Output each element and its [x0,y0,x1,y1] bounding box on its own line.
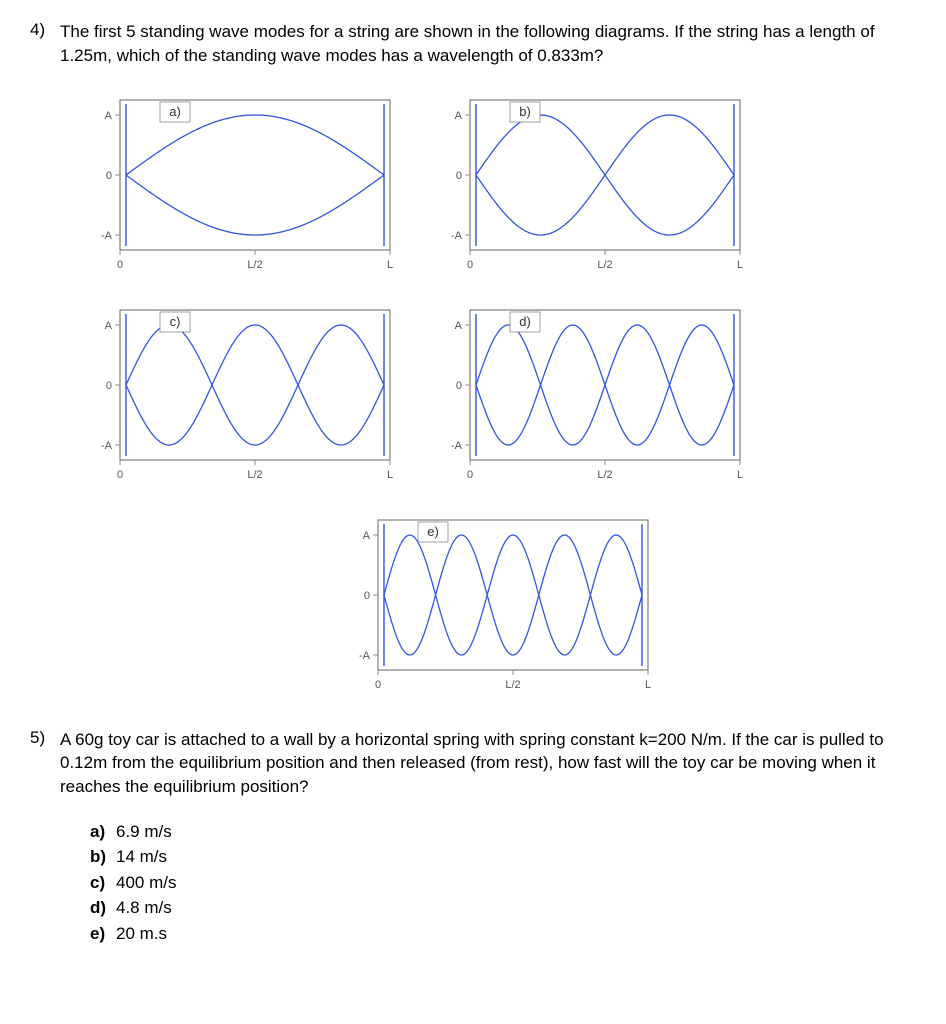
q5-options: a)6.9 m/sb)14 m/sc)400 m/sd)4.8 m/se)20 … [90,819,916,947]
svg-text:0: 0 [456,380,462,392]
q4-number: 4) [30,20,60,68]
q5-option: b)14 m/s [90,844,916,870]
svg-text:L/2: L/2 [247,469,262,481]
svg-text:0: 0 [106,170,112,182]
option-label: d) [90,895,116,921]
svg-text:L/2: L/2 [597,469,612,481]
option-text: 14 m/s [116,844,167,870]
option-label: e) [90,921,116,947]
option-text: 6.9 m/s [116,819,172,845]
chart-d: A 0 -A 0 L/2 Ld) [430,298,750,488]
svg-text:-A: -A [101,440,113,452]
svg-text:A: A [105,110,113,122]
chart-b: A 0 -A 0 L/2 Lb) [430,88,750,278]
q5-option: a)6.9 m/s [90,819,916,845]
svg-text:0: 0 [467,259,473,271]
q5-number: 5) [30,728,60,799]
diagram-row-3: A 0 -A 0 L/2 Le) [80,508,916,698]
q5-text: A 60g toy car is attached to a wall by a… [60,728,916,799]
q4-text: The first 5 standing wave modes for a st… [60,20,916,68]
svg-text:A: A [105,320,113,332]
diagram-row-2: A 0 -A 0 L/2 Lc) A 0 -A 0 L/2 Ld) [80,298,916,488]
svg-text:A: A [455,320,463,332]
q4-diagrams: A 0 -A 0 L/2 La) A 0 -A 0 L/2 Lb) A 0 -A 0 L/2 Lc) A 0 -A… [80,88,916,698]
svg-text:L: L [737,469,743,481]
svg-text:0: 0 [364,590,370,602]
question-5: 5) A 60g toy car is attached to a wall b… [30,728,916,799]
option-text: 400 m/s [116,870,176,896]
svg-text:e): e) [427,524,439,539]
svg-text:0: 0 [467,469,473,481]
svg-text:0: 0 [375,679,381,691]
svg-text:0: 0 [117,469,123,481]
q5-option: e)20 m.s [90,921,916,947]
q5-option: d)4.8 m/s [90,895,916,921]
svg-text:0: 0 [117,259,123,271]
option-text: 4.8 m/s [116,895,172,921]
question-4: 4) The first 5 standing wave modes for a… [30,20,916,68]
svg-text:-A: -A [359,650,371,662]
svg-text:L: L [387,259,393,271]
svg-text:L: L [737,259,743,271]
q5-option: c)400 m/s [90,870,916,896]
svg-text:-A: -A [451,230,463,242]
svg-text:b): b) [519,104,531,119]
svg-text:-A: -A [101,230,113,242]
option-label: a) [90,819,116,845]
svg-text:c): c) [170,314,181,329]
svg-text:0: 0 [106,380,112,392]
svg-text:-A: -A [451,440,463,452]
svg-text:A: A [363,530,371,542]
option-label: c) [90,870,116,896]
svg-text:A: A [455,110,463,122]
diagram-row-1: A 0 -A 0 L/2 La) A 0 -A 0 L/2 Lb) [80,88,916,278]
chart-e: A 0 -A 0 L/2 Le) [338,508,658,698]
svg-text:a): a) [169,104,181,119]
svg-text:L: L [387,469,393,481]
chart-c: A 0 -A 0 L/2 Lc) [80,298,400,488]
svg-text:d): d) [519,314,531,329]
option-text: 20 m.s [116,921,167,947]
option-label: b) [90,844,116,870]
svg-text:0: 0 [456,170,462,182]
svg-text:L/2: L/2 [505,679,520,691]
chart-a: A 0 -A 0 L/2 La) [80,88,400,278]
svg-text:L/2: L/2 [247,259,262,271]
svg-text:L/2: L/2 [597,259,612,271]
svg-text:L: L [645,679,651,691]
